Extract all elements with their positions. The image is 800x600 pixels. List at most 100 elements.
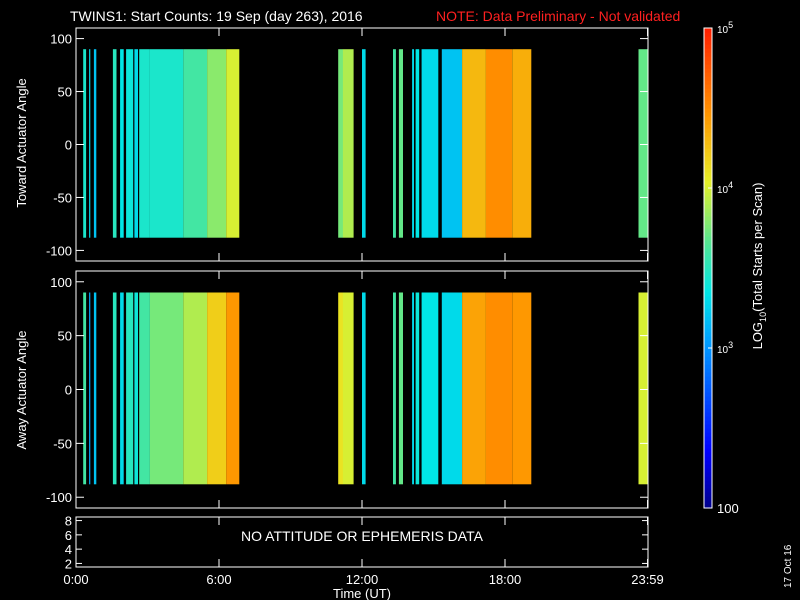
colorbar-step-101 bbox=[704, 100, 712, 105]
colorbar-step-41 bbox=[704, 340, 712, 345]
colorbar-step-117 bbox=[704, 36, 712, 41]
x-tick-label-3: 18:00 bbox=[489, 572, 522, 587]
colorbar-step-9 bbox=[704, 468, 712, 473]
preliminary-note: NOTE: Data Preliminary - Not validated bbox=[436, 8, 680, 24]
colorbar-step-2 bbox=[704, 496, 712, 501]
colorbar-step-85 bbox=[704, 164, 712, 169]
colorbar-step-77 bbox=[704, 196, 712, 201]
colorbar-step-3 bbox=[704, 492, 712, 497]
colorbar-step-48 bbox=[704, 312, 712, 317]
colorbar-step-100 bbox=[704, 104, 712, 109]
colorbar-step-65 bbox=[704, 244, 712, 249]
toward-block-7 bbox=[139, 49, 150, 238]
colorbar-step-44 bbox=[704, 328, 712, 333]
colorbar-step-94 bbox=[704, 128, 712, 133]
colorbar-step-25 bbox=[704, 404, 712, 409]
colorbar-step-50 bbox=[704, 304, 712, 309]
colorbar-step-1 bbox=[704, 500, 712, 505]
colorbar-step-88 bbox=[704, 152, 712, 157]
x-tick-label-0: 0:00 bbox=[63, 572, 88, 587]
colorbar-step-75 bbox=[704, 204, 712, 209]
colorbar-tick-label-0: 105 bbox=[717, 20, 733, 36]
colorbar-step-97 bbox=[704, 116, 712, 121]
toward-block-10 bbox=[207, 49, 227, 238]
colorbar-step-15 bbox=[704, 444, 712, 449]
colorbar-step-110 bbox=[704, 64, 712, 69]
toward-ytick-label-2: 0 bbox=[65, 138, 72, 153]
toward-block-0 bbox=[83, 49, 87, 238]
colorbar-step-108 bbox=[704, 72, 712, 77]
colorbar-step-93 bbox=[704, 132, 712, 137]
colorbar-step-43 bbox=[704, 332, 712, 337]
colorbar-step-115 bbox=[704, 44, 712, 49]
toward-panel: 100 50 0 -50 -100 bbox=[46, 27, 649, 262]
colorbar-step-103 bbox=[704, 92, 712, 97]
away-block-15 bbox=[393, 292, 396, 485]
colorbar-step-26 bbox=[704, 400, 712, 405]
away-ytick-label-0: 100 bbox=[50, 275, 72, 290]
away-block-9 bbox=[183, 292, 208, 485]
colorbar-step-69 bbox=[704, 228, 712, 233]
toward-block-16 bbox=[398, 49, 403, 238]
colorbar-step-113 bbox=[704, 52, 712, 57]
toward-block-19 bbox=[421, 49, 439, 238]
toward-block-22 bbox=[485, 49, 513, 238]
colorbar-step-47 bbox=[704, 316, 712, 321]
away-block-13 bbox=[342, 292, 354, 485]
chart-title: TWINS1: Start Counts: 19 Sep (day 263), … bbox=[70, 8, 363, 24]
date-stamp: 17 Oct 16 bbox=[783, 544, 794, 588]
colorbar-step-35 bbox=[704, 364, 712, 369]
colorbar-step-62 bbox=[704, 256, 712, 261]
colorbar-step-91 bbox=[704, 140, 712, 145]
colorbar-step-84 bbox=[704, 168, 712, 173]
x-tick-label-2: 12:00 bbox=[346, 572, 379, 587]
toward-block-23 bbox=[512, 49, 532, 238]
away-block-10 bbox=[207, 292, 227, 485]
colorbar-step-107 bbox=[704, 76, 712, 81]
away-block-5 bbox=[126, 292, 134, 485]
colorbar-step-45 bbox=[704, 324, 712, 329]
colorbar-step-112 bbox=[704, 56, 712, 61]
colorbar-step-82 bbox=[704, 176, 712, 181]
away-block-6 bbox=[134, 292, 138, 485]
colorbar-step-89 bbox=[704, 148, 712, 153]
colorbar-step-71 bbox=[704, 220, 712, 225]
away-block-22 bbox=[485, 292, 513, 485]
colorbar-step-46 bbox=[704, 320, 712, 325]
toward-block-21 bbox=[462, 49, 486, 238]
colorbar-step-28 bbox=[704, 392, 712, 397]
toward-block-6 bbox=[134, 49, 138, 238]
colorbar-step-64 bbox=[704, 248, 712, 253]
away-block-3 bbox=[112, 292, 117, 485]
colorbar-step-40 bbox=[704, 344, 712, 349]
away-block-18 bbox=[415, 292, 420, 485]
toward-ytick-label-1: 50 bbox=[58, 85, 72, 100]
colorbar-step-68 bbox=[704, 232, 712, 237]
colorbar-step-56 bbox=[704, 280, 712, 285]
colorbar-step-76 bbox=[704, 200, 712, 205]
colorbar: 105 104 103 100 bbox=[703, 20, 739, 516]
away-ytick-label-2: 0 bbox=[65, 383, 72, 398]
colorbar-step-80 bbox=[704, 184, 712, 189]
colorbar-step-32 bbox=[704, 376, 712, 381]
attitude-ytick-label-2: 4 bbox=[65, 542, 72, 557]
colorbar-step-5 bbox=[704, 484, 712, 489]
away-block-2 bbox=[93, 292, 97, 485]
colorbar-step-12 bbox=[704, 456, 712, 461]
colorbar-step-17 bbox=[704, 436, 712, 441]
colorbar-step-34 bbox=[704, 368, 712, 373]
colorbar-step-114 bbox=[704, 48, 712, 53]
toward-block-2 bbox=[93, 49, 97, 238]
colorbar-step-55 bbox=[704, 284, 712, 289]
colorbar-step-54 bbox=[704, 288, 712, 293]
colorbar-step-11 bbox=[704, 460, 712, 465]
colorbar-step-119 bbox=[704, 28, 712, 33]
away-block-17 bbox=[412, 292, 414, 485]
colorbar-step-18 bbox=[704, 432, 712, 437]
toward-block-14 bbox=[362, 49, 366, 238]
away-block-0 bbox=[83, 292, 87, 485]
colorbar-step-37 bbox=[704, 356, 712, 361]
away-block-14 bbox=[362, 292, 366, 485]
